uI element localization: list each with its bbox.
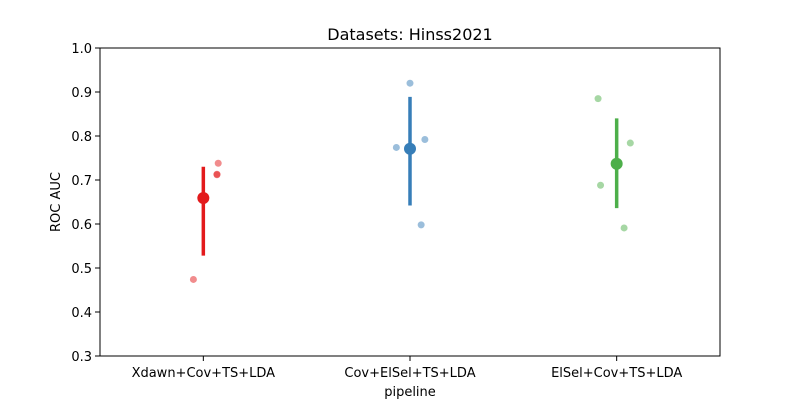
- data-marks: [189, 79, 634, 283]
- y-tick-label: 0.3: [71, 350, 92, 365]
- chart-title: Datasets: Hinss2021: [327, 25, 492, 44]
- data-point: [213, 170, 221, 178]
- y-axis: 0.3 0.4 0.5 0.6 0.7 0.8 0.9 1.0: [71, 42, 100, 365]
- series-1: [392, 79, 429, 229]
- y-tick-label: 0.8: [71, 130, 92, 145]
- data-point: [214, 159, 222, 167]
- x-tick-label: Cov+ElSel+TS+LDA: [344, 366, 475, 381]
- y-tick-label: 0.4: [71, 306, 92, 321]
- y-axis-label: ROC AUC: [49, 172, 64, 232]
- data-point: [626, 139, 634, 147]
- y-tick-label: 0.5: [71, 262, 92, 277]
- data-point: [594, 95, 602, 103]
- data-point: [417, 221, 425, 229]
- data-point: [620, 224, 628, 232]
- data-point: [189, 275, 197, 283]
- series-0: [189, 159, 222, 283]
- mean-marker: [197, 192, 210, 205]
- mean-marker: [610, 157, 623, 170]
- data-point: [421, 136, 429, 144]
- data-point: [392, 143, 400, 151]
- x-tick-label: ElSel+Cov+TS+LDA: [551, 366, 682, 381]
- y-tick-label: 0.9: [71, 86, 92, 101]
- y-tick-label: 0.7: [71, 174, 92, 189]
- data-point: [406, 79, 414, 87]
- y-tick-label: 1.0: [71, 42, 92, 57]
- data-point: [597, 181, 605, 189]
- x-tick-label: Xdawn+Cov+TS+LDA: [132, 366, 276, 381]
- mean-marker: [404, 142, 416, 155]
- y-tick-label: 0.6: [71, 218, 92, 233]
- series-2: [594, 95, 634, 232]
- x-axis-label: pipeline: [384, 385, 436, 400]
- x-axis: Xdawn+Cov+TS+LDA Cov+ElSel+TS+LDA ElSel+Co…: [132, 356, 682, 381]
